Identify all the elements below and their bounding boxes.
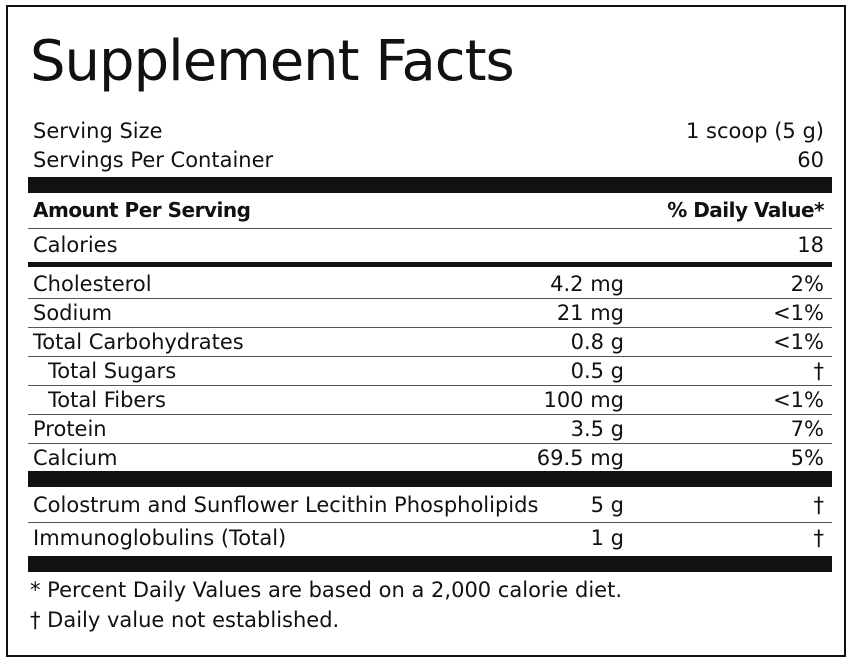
nutrient-row: Sodium 21 mg <1% [28,299,832,327]
nutrient-daily-value: <1% [773,388,824,412]
calories-value: 18 [797,233,824,257]
nutrient-amount: 100 mg [543,388,624,412]
row-divider [28,356,832,357]
row-divider [28,443,832,444]
servings-per-container-row: Servings Per Container 60 [33,146,824,174]
nutrient-amount: 4.2 mg [550,272,624,296]
nutrient-amount: 69.5 mg [536,446,624,470]
row-divider [28,414,832,415]
ingredient-name: Colostrum and Sunflower Lecithin Phospho… [33,493,539,517]
footnote-daily-values: * Percent Daily Values are based on a 2,… [30,578,622,602]
serving-size-label: Serving Size [33,119,163,143]
nutrient-daily-value: <1% [773,301,824,325]
nutrient-amount: 21 mg [556,301,624,325]
nutrient-daily-value: 5% [790,446,824,470]
panel-title: Supplement Facts [30,29,515,94]
nutrient-row: Total Carbohydrates 0.8 g <1% [28,328,832,356]
row-divider [28,298,832,299]
nutrient-name: Total Sugars [48,359,177,383]
ingredient-amount: 1 g [590,526,624,550]
divider-thin [28,228,832,229]
nutrient-row: Calcium 69.5 mg 5% [28,444,832,472]
nutrient-row: Protein 3.5 g 7% [28,415,832,443]
nutrient-row: Total Sugars 0.5 g † [28,357,832,385]
row-divider [28,327,832,328]
nutrient-name: Total Carbohydrates [33,330,244,354]
nutrient-amount: 0.8 g [570,330,624,354]
row-divider [28,522,832,523]
ingredient-row: Immunoglobulins (Total) 1 g † [28,524,832,552]
calories-row: Calories 18 [28,231,832,259]
amount-per-serving-header: Amount Per Serving % Daily Value* [28,195,832,225]
divider-thick-top [28,177,832,193]
ingredient-name: Immunoglobulins (Total) [33,526,287,550]
row-divider [28,385,832,386]
nutrient-name: Cholesterol [33,272,152,296]
serving-size-value: 1 scoop (5 g) [686,119,824,143]
servings-per-container-value: 60 [797,148,824,172]
nutrient-daily-value: † [813,359,825,383]
serving-size-row: Serving Size 1 scoop (5 g) [33,117,824,145]
nutrient-amount: 0.5 g [570,359,624,383]
divider-thick-middle [28,471,832,487]
nutrient-daily-value: 2% [790,272,824,296]
ingredient-amount: 5 g [590,493,624,517]
ingredient-daily-value: † [813,493,825,517]
ingredient-daily-value: † [813,526,825,550]
nutrient-name: Total Fibers [48,388,166,412]
nutrient-daily-value: <1% [773,330,824,354]
supplement-facts-panel: Supplement Facts Serving Size 1 scoop (5… [6,5,846,657]
nutrient-row: Total Fibers 100 mg <1% [28,386,832,414]
nutrient-name: Sodium [33,301,113,325]
nutrient-name: Calcium [33,446,118,470]
nutrient-amount: 3.5 g [570,417,624,441]
calories-label: Calories [33,233,118,257]
servings-per-container-label: Servings Per Container [33,148,274,172]
nutrient-daily-value: 7% [790,417,824,441]
divider-thick-bottom [28,556,832,572]
nutrient-name: Protein [33,417,107,441]
divider-medium [28,262,832,267]
ingredient-row: Colostrum and Sunflower Lecithin Phospho… [28,491,832,519]
nutrient-row: Cholesterol 4.2 mg 2% [28,270,832,298]
footnote-not-established: † Daily value not established. [30,608,340,632]
amount-per-serving-label: Amount Per Serving [33,198,251,222]
daily-value-header-label: % Daily Value* [667,198,824,222]
